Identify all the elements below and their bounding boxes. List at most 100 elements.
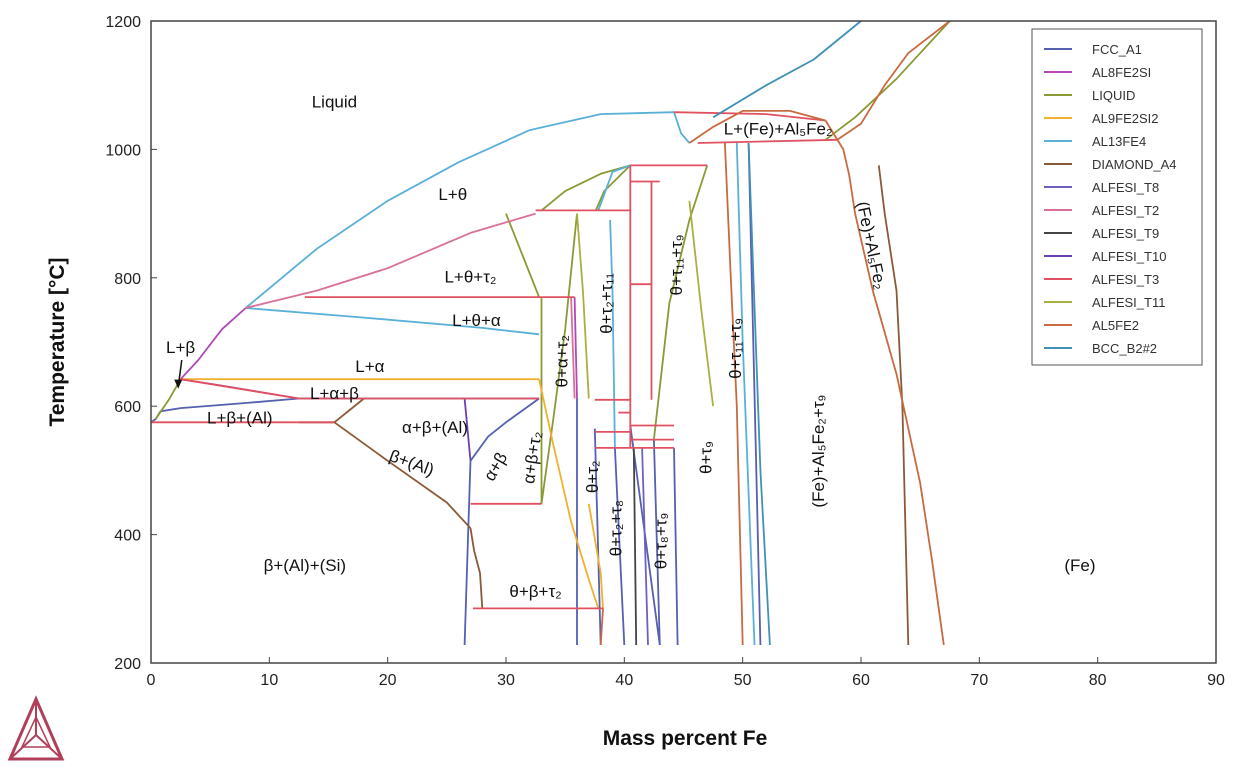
y-tick-label: 1200 xyxy=(105,14,141,31)
phase-boundary-line xyxy=(653,439,661,646)
series-alfesi-t9 xyxy=(632,447,638,646)
phase-region-label: L+θ+τ₂ xyxy=(444,267,496,286)
series-alfesi-t10 xyxy=(463,398,472,461)
axes: 0 10 20 30 40 50 60 70 80 90 200 400 600 800 1000 1200 xyxy=(105,14,1225,689)
phase-boundary-line xyxy=(614,447,626,646)
series-al13fe4 xyxy=(245,111,756,646)
phase-region-label: θ+τ₉ xyxy=(697,441,716,474)
phase-boundary-line xyxy=(245,212,536,309)
y-tick-label: 200 xyxy=(114,656,141,673)
legend-entry: ALFESI_T11 xyxy=(1092,295,1165,310)
phase-boundary-line xyxy=(469,528,484,609)
x-tick-label: 10 xyxy=(260,672,278,689)
series-bcc-b2-2 xyxy=(712,20,862,646)
phase-region-label: θ+τ₈+τ₉ xyxy=(652,513,671,570)
x-tick-label: 90 xyxy=(1207,672,1225,689)
phase-boundary-line xyxy=(609,219,616,448)
legend-entry: FCC_A1 xyxy=(1092,42,1142,57)
x-tick-label: 40 xyxy=(615,672,633,689)
phase-region-label: L+α+β xyxy=(310,384,359,403)
legend-entry: ALFESI_T8 xyxy=(1092,180,1159,195)
phase-boundary-line xyxy=(540,213,578,504)
phase-boundary-line xyxy=(469,397,540,462)
phase-region-label: (Fe)+Al₅Fe₂+τ₉ xyxy=(809,395,828,508)
phase-region-label: α+β+(Al) xyxy=(402,418,468,437)
phase-boundary-line xyxy=(595,164,631,211)
series-al9fe2si2 xyxy=(180,378,604,609)
phase-boundary-line xyxy=(673,111,826,122)
legend-entry: BCC_B2#2 xyxy=(1092,341,1157,356)
phase-boundary-line xyxy=(688,110,826,144)
legend-entry: ALFESI_T9 xyxy=(1092,226,1159,241)
series-liquid xyxy=(154,20,951,504)
phase-boundary-line xyxy=(573,297,578,399)
legend-entry: DIAMOND_A4 xyxy=(1092,157,1177,172)
phase-boundary-line xyxy=(245,111,675,309)
x-tick-label: 0 xyxy=(147,672,156,689)
x-tick-label: 30 xyxy=(497,672,515,689)
phase-boundary-line xyxy=(824,120,856,214)
phase-boundary-line xyxy=(712,20,862,119)
phase-boundary-line xyxy=(245,307,540,336)
phase-region-label: θ+β+τ₂ xyxy=(509,582,561,601)
phase-region-labels: Liquid L+θ L+θ+τ₂ L+θ+α L+α L+β L+α+β L+β+(Al) α… xyxy=(166,93,1096,601)
phase-boundary-line xyxy=(298,421,472,529)
phase-boundary-line xyxy=(505,213,540,298)
legend-entry: ALFESI_T10 xyxy=(1092,249,1166,264)
legend-entry: ALFESI_T2 xyxy=(1092,203,1159,218)
phase-boundary-line xyxy=(180,378,300,400)
phase-boundary-line xyxy=(587,503,604,609)
x-tick-label: 50 xyxy=(734,672,752,689)
phase-boundary-line xyxy=(673,447,679,646)
phase-region-label: α+β xyxy=(480,449,511,484)
series-al5fe2 xyxy=(599,20,951,646)
y-tick-label: 1000 xyxy=(105,142,141,159)
phase-boundary-line xyxy=(463,398,472,461)
x-tick-label: 20 xyxy=(379,672,397,689)
x-tick-label: 80 xyxy=(1089,672,1107,689)
legend-entry: AL5FE2 xyxy=(1092,318,1139,333)
phase-boundary-line xyxy=(697,138,838,144)
phase-boundary-line xyxy=(333,397,365,424)
phase-boundary-lines xyxy=(150,20,951,646)
legend-entry: AL8FE2SI xyxy=(1092,65,1151,80)
phase-boundary-line xyxy=(538,379,600,609)
phase-boundary-line xyxy=(688,200,714,407)
x-axis-title: Mass percent Fe xyxy=(603,727,768,750)
series-alfesi-t11 xyxy=(576,200,714,407)
legend-entry: AL9FE2SI2 xyxy=(1092,111,1159,126)
phase-boundary-line xyxy=(599,608,604,646)
phase-region-label: L+(Fe)+Al₅Fe₂ xyxy=(724,120,833,139)
phase-boundary-line xyxy=(570,297,576,399)
series-al8fe2si xyxy=(179,297,578,400)
plot-frame xyxy=(150,20,1217,664)
legend: FCC_A1 AL8FE2SI LIQUID AL9FE2SI2 AL13FE4 DIAM… xyxy=(1031,28,1203,366)
series-alfesi-t8 xyxy=(641,447,649,646)
phase-boundary-line xyxy=(632,447,638,646)
phase-region-label: β+(Al) xyxy=(387,446,437,480)
phase-region-label: β+(Al)+(Si) xyxy=(264,556,347,575)
phase-boundary-line xyxy=(735,142,756,646)
phase-region-label: θ+τ₂+τ₈ xyxy=(607,500,626,556)
phase-boundary-line xyxy=(724,142,744,646)
phase-region-label: L+α xyxy=(355,357,384,376)
legend-entry: LIQUID xyxy=(1092,88,1135,103)
phase-boundary-line xyxy=(597,164,631,211)
phase-boundary-line xyxy=(854,213,945,646)
phase-region-label: θ+τ₂+τ₁₁ xyxy=(597,273,616,334)
legend-box xyxy=(1031,28,1203,366)
phase-boundary-line xyxy=(747,142,762,646)
x-tick-label: 60 xyxy=(852,672,870,689)
thermo-calc-logo-icon xyxy=(7,695,65,761)
phase-region-label: θ+τ₁₁+τ₉ xyxy=(667,234,686,295)
phase-boundary-line xyxy=(179,307,247,380)
phase-boundary-line xyxy=(540,164,631,212)
legend-entry: AL13FE4 xyxy=(1092,134,1146,149)
y-axis-title: Temperature [°C] xyxy=(46,257,69,426)
phase-region-label: θ+τ₂ xyxy=(583,460,602,493)
phase-region-label: (Fe) xyxy=(1064,556,1095,575)
phase-region-label: θ+α+τ₂ xyxy=(552,335,571,387)
phase-boundary-line xyxy=(463,460,472,646)
phase-boundary-line xyxy=(653,165,709,440)
